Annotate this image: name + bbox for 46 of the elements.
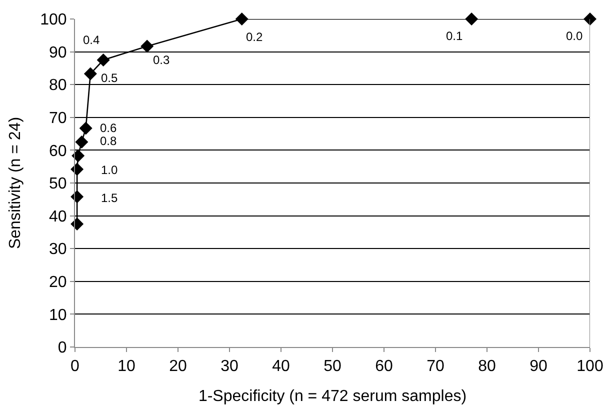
point xyxy=(70,190,84,204)
x-tick-label: 60 xyxy=(375,358,393,376)
point xyxy=(465,12,478,26)
x-tick-label: 40 xyxy=(272,358,290,376)
y-axis-title: Sensitivity (n = 24) xyxy=(6,116,24,250)
point xyxy=(235,12,248,26)
y-tick-label: 100 xyxy=(40,12,67,29)
annotation: 0.2 xyxy=(246,30,264,44)
annotation: 0.8 xyxy=(100,134,118,148)
x-tick-label: 50 xyxy=(324,358,342,376)
annotation: 0.3 xyxy=(153,53,170,67)
y-tick-label: 50 xyxy=(49,176,67,193)
y-tick-label: 20 xyxy=(49,274,67,291)
y-tick-label: 80 xyxy=(49,77,67,94)
y-tick-label: 40 xyxy=(49,208,67,226)
y-tick-label: 60 xyxy=(49,142,67,160)
annotation: 0.4 xyxy=(83,33,100,47)
point xyxy=(584,12,596,26)
y-tick-label: 90 xyxy=(49,44,67,62)
point xyxy=(140,40,154,53)
annotation: 1.0 xyxy=(101,163,118,177)
point xyxy=(96,54,110,66)
x-axis-title: 1-Specificity (n = 472 serum samples) xyxy=(198,388,467,405)
x-tick-label: 0 xyxy=(70,358,80,376)
x-tick-label: 70 xyxy=(426,358,444,376)
x-tick-label: 30 xyxy=(220,358,238,376)
x-tick-label: 80 xyxy=(478,358,496,376)
y-tick-label: 0 xyxy=(58,340,67,357)
annotation: 0.0 xyxy=(566,29,584,43)
y-tick-label: 70 xyxy=(49,110,67,127)
annotation: 0.6 xyxy=(100,121,118,135)
point xyxy=(75,136,88,148)
x-tick-label: 100 xyxy=(576,358,604,376)
point xyxy=(79,122,92,135)
annotation: 1.5 xyxy=(101,191,118,205)
annotation: 0.1 xyxy=(446,29,464,43)
x-tick-label: 90 xyxy=(530,358,548,376)
x-tick-label: 20 xyxy=(169,358,187,376)
point xyxy=(72,149,85,162)
annotation: 0.5 xyxy=(101,71,118,85)
point xyxy=(84,67,97,80)
y-tick-label: 10 xyxy=(49,306,67,324)
x-tick-label: 10 xyxy=(118,358,136,376)
y-tick-label: 30 xyxy=(49,241,67,258)
point xyxy=(70,218,84,230)
point xyxy=(70,162,84,176)
